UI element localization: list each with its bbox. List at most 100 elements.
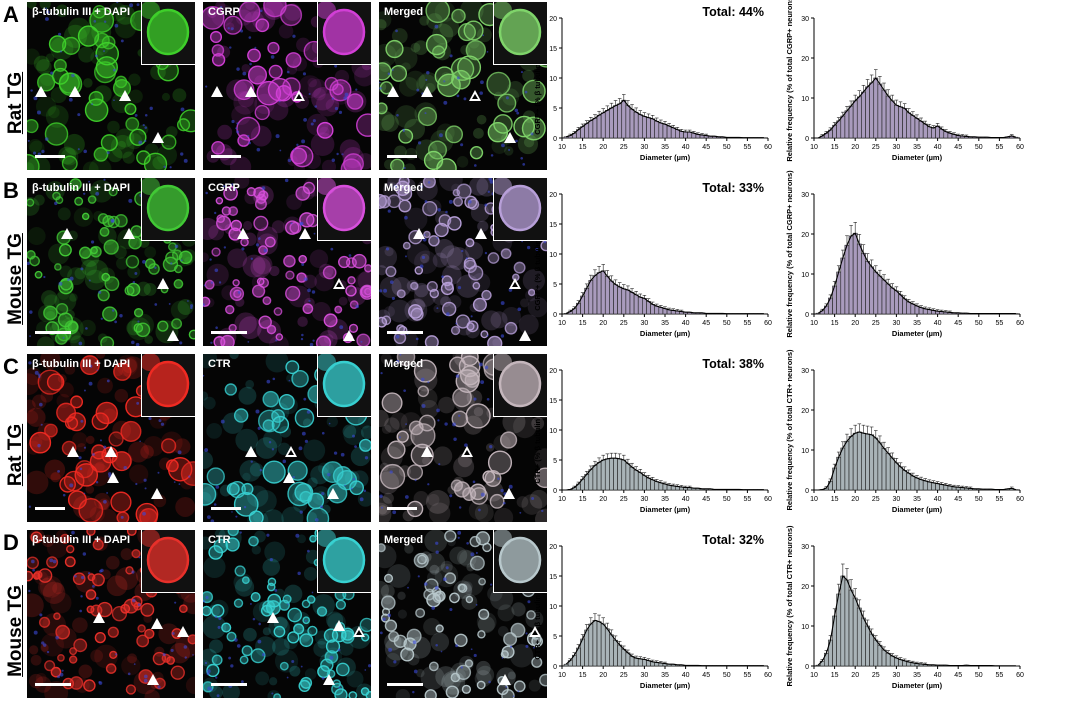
- histogram-bar: [600, 623, 606, 667]
- arrowhead-marker: [421, 446, 433, 457]
- micrograph-inset: [493, 2, 547, 65]
- arrowhead-marker: [499, 674, 511, 685]
- y-axis-label: Relative frequency (% of total CTR+ neur…: [785, 349, 794, 511]
- arrowhead-marker: [67, 446, 79, 457]
- x-tick-label: 40: [682, 672, 690, 679]
- histogram-bar: [588, 469, 594, 491]
- x-tick-label: 20: [851, 672, 859, 679]
- histogram-bar: [914, 305, 920, 315]
- arrowhead-marker: [211, 86, 223, 97]
- y-tick-label: 0: [805, 488, 809, 495]
- distribution-line: [818, 431, 1017, 491]
- micrograph-label: Merged: [384, 6, 424, 18]
- arrowhead-marker: [413, 228, 425, 239]
- inset-image: [318, 2, 371, 64]
- micrograph-label: β-tubulin III + DAPI: [32, 358, 131, 370]
- histogram-bar: [609, 280, 614, 315]
- histogram-bar: [592, 465, 598, 491]
- histogram-bar: [873, 77, 879, 139]
- x-tick-label: 55: [744, 672, 752, 679]
- x-tick-label: 60: [764, 496, 772, 503]
- open-arrowhead-marker: [469, 90, 481, 101]
- histogram-bar: [596, 621, 602, 667]
- chart-title: Total: 38%: [702, 357, 764, 371]
- histogram-bar: [840, 115, 846, 139]
- x-tick-label: 25: [620, 496, 628, 503]
- x-tick-label: 35: [913, 672, 921, 679]
- arrowhead-marker: [299, 228, 311, 239]
- histogram-bar: [637, 114, 643, 139]
- arrowhead-marker: [475, 228, 487, 239]
- x-tick-label: 20: [599, 144, 607, 151]
- y-tick-label: 0: [553, 312, 557, 319]
- histogram-bar: [898, 106, 903, 139]
- histogram-bar: [609, 634, 614, 667]
- histogram-bar: [604, 458, 610, 491]
- x-tick-label: 10: [810, 496, 818, 503]
- open-arrowhead-marker: [353, 626, 365, 637]
- y-tick-label: 10: [549, 428, 557, 435]
- x-tick-label: 50: [723, 320, 731, 327]
- y-tick-label: 0: [805, 136, 809, 143]
- distribution-line: [817, 77, 1017, 139]
- histogram-bar: [646, 117, 651, 139]
- micrograph: β-tubulin III + DAPI: [27, 2, 195, 170]
- y-tick-label: 10: [801, 448, 809, 455]
- arrowhead-marker: [237, 228, 249, 239]
- arrowhead-marker: [519, 330, 531, 341]
- histogram-bar: [931, 127, 936, 139]
- arrowhead-marker: [177, 626, 189, 637]
- histogram-bar: [633, 294, 639, 315]
- histogram-bar: [914, 477, 920, 491]
- x-tick-label: 35: [661, 144, 669, 151]
- micrograph-inset: [317, 2, 371, 65]
- micrograph-inset: [141, 2, 195, 65]
- x-tick-label: 30: [893, 144, 901, 151]
- x-axis-label: Diameter (µm): [640, 329, 691, 338]
- x-tick-label: 45: [702, 496, 710, 503]
- distribution-line: [566, 457, 764, 491]
- micrograph-inset: [493, 178, 547, 241]
- histogram-bar: [910, 303, 916, 315]
- histogram-bar: [881, 649, 887, 667]
- histogram-chart: 0 10 20 30 10 15 20 25 30 35 40 45 50 55 60 Diameter (µ…: [772, 170, 1062, 352]
- x-tick-label: 50: [723, 496, 731, 503]
- histogram-bar: [592, 117, 598, 139]
- histogram-bar: [869, 266, 875, 315]
- histogram-bar: [865, 86, 870, 139]
- x-tick-label: 35: [661, 320, 669, 327]
- histogram-bar: [629, 108, 635, 139]
- histogram-bar: [865, 625, 870, 667]
- y-tick-label: 15: [549, 222, 557, 229]
- histogram-bar: [931, 482, 936, 491]
- histogram-bar: [848, 235, 854, 315]
- histogram-bar: [815, 664, 821, 667]
- histogram-bar: [844, 110, 850, 139]
- x-tick-label: 30: [893, 496, 901, 503]
- arrowhead-marker: [123, 228, 135, 239]
- micrograph: CGRP: [203, 2, 371, 170]
- y-tick-label: 5: [553, 634, 557, 641]
- x-tick-label: 30: [893, 672, 901, 679]
- histogram-bar: [617, 458, 623, 491]
- y-tick-label: 5: [553, 282, 557, 289]
- inset-image: [494, 530, 547, 592]
- micrograph-label: CGRP: [208, 182, 240, 194]
- histogram-bar: [662, 123, 668, 139]
- scale-bar: [387, 331, 423, 334]
- y-tick-label: 5: [553, 106, 557, 113]
- x-tick-label: 55: [996, 496, 1004, 503]
- histogram-bar: [617, 286, 623, 315]
- histogram-bar: [658, 122, 664, 139]
- y-tick-label: 30: [801, 544, 809, 551]
- arrowhead-marker: [93, 612, 105, 623]
- y-tick-label: 0: [805, 664, 809, 671]
- x-axis-label: Diameter (µm): [640, 505, 691, 514]
- micrograph-label: β-tubulin III + DAPI: [32, 182, 131, 194]
- histogram-bar: [889, 287, 895, 315]
- histogram-bar: [852, 100, 858, 139]
- x-tick-label: 20: [599, 496, 607, 503]
- x-tick-label: 55: [996, 144, 1004, 151]
- micrograph-label: Merged: [384, 182, 424, 194]
- x-tick-label: 30: [641, 672, 649, 679]
